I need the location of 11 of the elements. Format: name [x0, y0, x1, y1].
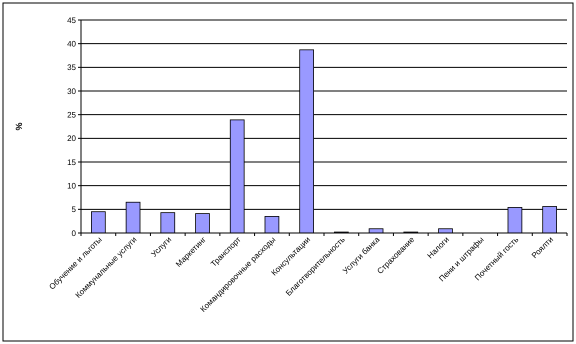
- y-tick-label: 15: [67, 158, 77, 167]
- y-axis-title: %: [14, 122, 24, 131]
- y-tick-label: 30: [67, 86, 77, 96]
- y-tick-label: 45: [67, 16, 77, 25]
- y-tick-label: 40: [67, 39, 77, 48]
- y-tick-label: 25: [67, 110, 77, 120]
- y-tick-label: 0: [72, 228, 77, 238]
- y-tick-label: 35: [67, 63, 77, 72]
- y-tick-label: 20: [67, 134, 77, 144]
- y-tick-label: 10: [67, 181, 77, 190]
- y-tick-label: 5: [72, 205, 77, 214]
